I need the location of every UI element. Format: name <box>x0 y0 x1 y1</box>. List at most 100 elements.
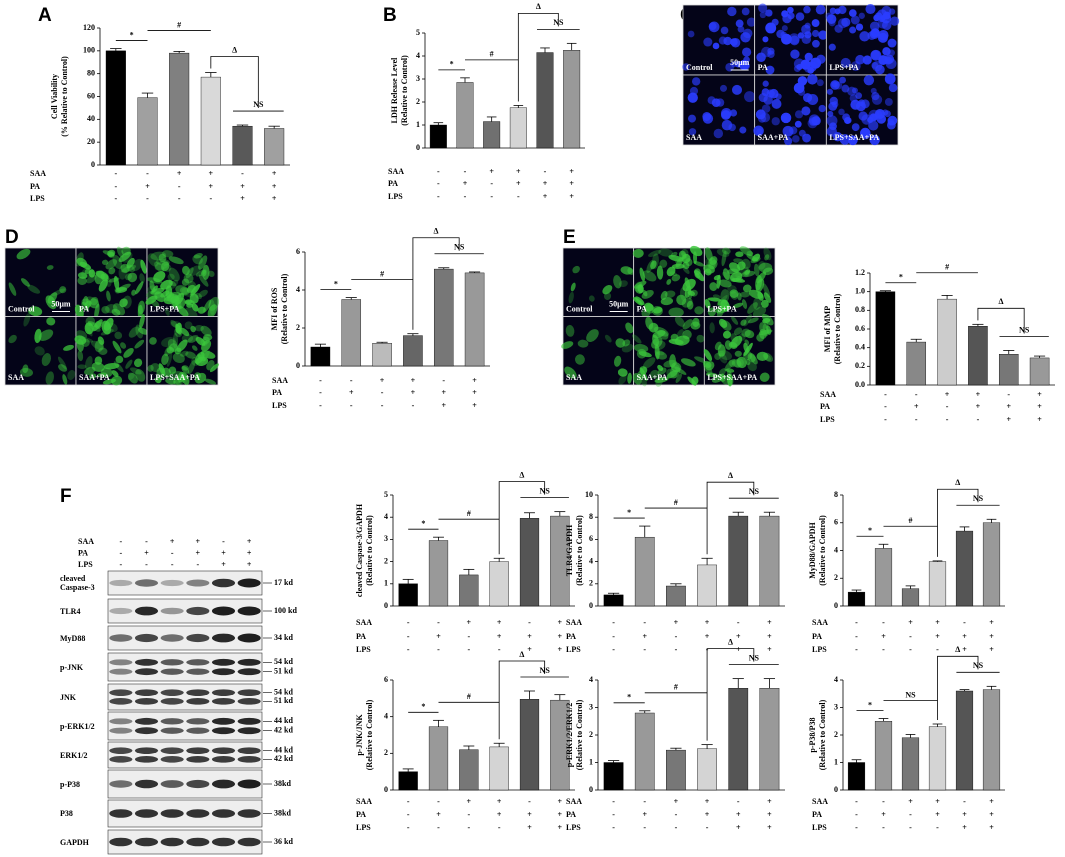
cell <box>721 247 731 255</box>
bar <box>847 762 866 791</box>
treatment-sign: - <box>407 632 410 641</box>
cell <box>720 320 732 331</box>
cell <box>862 55 872 65</box>
cell <box>691 376 699 385</box>
cell <box>613 275 622 289</box>
cell <box>113 275 120 290</box>
cell <box>721 110 731 120</box>
cell <box>877 32 888 43</box>
cell <box>735 251 744 258</box>
cell <box>207 304 218 318</box>
cell <box>801 106 811 116</box>
treatment-sign: + <box>247 560 252 569</box>
treatment-sign: + <box>736 823 741 832</box>
cell <box>765 22 777 34</box>
cell <box>34 346 45 356</box>
bar <box>433 268 454 367</box>
blot-band <box>160 718 184 725</box>
y-tick-label: 120 <box>83 23 95 32</box>
sig-label: Δ <box>536 2 541 11</box>
cell <box>831 81 838 88</box>
bar <box>1029 357 1050 386</box>
blot-band <box>237 717 261 725</box>
y-tick-label: 2 <box>834 573 838 582</box>
sig-label: * <box>627 508 631 517</box>
cell <box>161 261 170 272</box>
blot-band <box>211 809 236 818</box>
cell <box>654 376 669 383</box>
treatment-sign: - <box>498 645 501 654</box>
cell <box>703 360 712 368</box>
sig-label: Δ <box>728 471 733 480</box>
cell <box>737 25 745 33</box>
cell <box>664 290 676 298</box>
cell <box>709 322 715 334</box>
blot-band <box>109 809 133 818</box>
blot-band <box>211 689 236 697</box>
blot-band <box>160 689 184 696</box>
treatment-sign: + <box>767 632 772 641</box>
treatment-sign: - <box>528 797 531 806</box>
y-tick-label: 5 <box>416 28 420 37</box>
treatment-sign: + <box>674 618 679 627</box>
sig-label: # <box>945 263 949 272</box>
treatment-sign: + <box>209 182 214 191</box>
treatment-sign: - <box>178 194 181 203</box>
cell <box>179 350 189 357</box>
cell <box>741 299 748 309</box>
error-bar <box>763 511 776 517</box>
cell <box>763 352 774 362</box>
kd-label: 42 kd <box>274 754 293 763</box>
bar <box>169 52 190 166</box>
cell <box>753 297 762 310</box>
cell <box>204 378 217 385</box>
cell <box>140 259 147 274</box>
panel-letter: E <box>563 227 576 248</box>
cell <box>168 366 177 375</box>
cell <box>834 8 841 15</box>
blot-band <box>134 747 159 755</box>
cell <box>134 339 145 349</box>
error-bar <box>524 512 535 519</box>
cell <box>59 286 67 294</box>
cell <box>200 350 216 359</box>
cell <box>888 83 898 93</box>
cell <box>800 59 811 70</box>
blot-strip <box>107 829 263 855</box>
blot-band <box>160 747 184 754</box>
cell <box>103 362 120 370</box>
cell <box>47 292 58 304</box>
cell <box>115 286 128 293</box>
blot-strip <box>107 683 263 711</box>
micrograph-label: SAA <box>566 373 582 382</box>
micrograph-label: LPS+SAA+PA <box>150 373 200 382</box>
blot-strip <box>107 598 263 624</box>
bar <box>200 76 221 166</box>
cell <box>725 368 735 373</box>
cell <box>867 31 877 40</box>
treatment-name: LPS <box>30 194 45 203</box>
treatment-sign: + <box>736 645 741 654</box>
cell <box>130 367 142 375</box>
sig-bracket <box>937 655 979 720</box>
cell <box>648 322 659 333</box>
micrograph-label: PA <box>637 304 647 313</box>
cell <box>41 353 52 366</box>
y-tick-label: 2 <box>296 323 300 332</box>
cell <box>761 88 770 97</box>
cell <box>744 339 750 345</box>
y-tick-label: 3 <box>834 702 838 711</box>
cell <box>153 271 166 283</box>
treatment-sign: - <box>882 618 885 627</box>
cell <box>722 330 732 339</box>
blot-band <box>160 668 184 675</box>
y-tick-label: 0 <box>296 361 300 370</box>
cell <box>617 368 628 377</box>
treatment-sign: + <box>516 179 521 188</box>
cell <box>756 271 767 284</box>
treatment-sign: + <box>558 810 563 819</box>
treatment-name: LPS <box>812 645 827 654</box>
cell <box>648 249 662 257</box>
cell <box>671 263 685 269</box>
cell <box>818 30 828 40</box>
